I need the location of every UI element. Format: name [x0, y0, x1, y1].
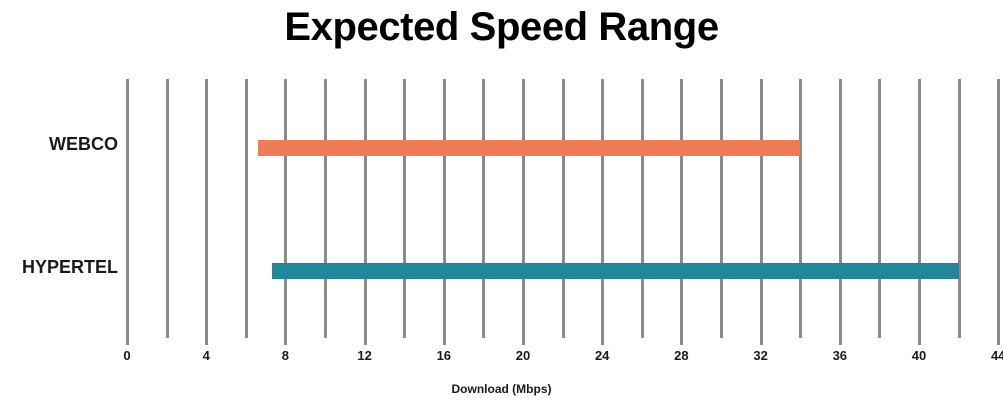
axis-tick-mark [680, 338, 684, 345]
gridline [522, 79, 525, 338]
axis-tick-mark [918, 338, 921, 345]
category-label-webco: WEBCO [49, 134, 118, 154]
axis-tick-mark [601, 338, 605, 345]
x-tick-label: 32 [753, 348, 768, 363]
axis-tick-mark [522, 338, 525, 345]
x-tick-label: 12 [357, 348, 372, 363]
gridline [205, 79, 209, 338]
x-tick-label: 20 [515, 348, 531, 363]
gridline [759, 79, 763, 338]
gridline [838, 79, 842, 338]
gridline [957, 79, 961, 338]
range-bar-hypertel[interactable] [271, 263, 959, 279]
gridline [601, 79, 605, 338]
x-tick-label: 8 [281, 348, 289, 363]
gridline [126, 79, 129, 338]
range-bar-webco[interactable] [257, 140, 801, 156]
gridline [442, 79, 446, 338]
gridline [403, 79, 407, 338]
gridline [799, 79, 803, 338]
x-tick-label: 40 [911, 348, 927, 363]
gridline [363, 79, 367, 338]
axis-tick-mark [838, 338, 842, 345]
x-tick-label: 44 [990, 348, 1003, 363]
gridline [720, 79, 723, 338]
x-tick-label: 28 [674, 348, 689, 363]
axis-tick-mark [126, 338, 129, 345]
gridline [878, 79, 882, 338]
chart-title: Expected Speed Range [284, 5, 719, 49]
gridline [482, 79, 486, 338]
x-tick-label: 0 [123, 348, 131, 363]
gridline [324, 79, 327, 338]
axis-tick-mark [284, 338, 288, 345]
gridline [997, 79, 1001, 338]
axis-tick-mark [363, 338, 367, 345]
axis-tick-mark [205, 338, 209, 345]
gridline [284, 79, 288, 338]
x-tick-label: 24 [594, 348, 610, 363]
gridline [165, 79, 169, 338]
category-label-hypertel: HYPERTEL [21, 257, 118, 277]
x-axis-title: Download (Mbps) [451, 382, 552, 396]
x-tick-label: 16 [436, 348, 452, 363]
axis-tick-mark [759, 338, 763, 345]
gridline [640, 79, 644, 338]
x-tick-label: 4 [202, 348, 210, 363]
gridline [680, 79, 684, 338]
gridline [561, 79, 565, 338]
gridline [244, 79, 248, 338]
axis-tick-mark [997, 338, 1001, 345]
gridline [918, 79, 921, 338]
axis-tick-mark [442, 338, 446, 345]
x-tick-label: 36 [832, 348, 848, 363]
